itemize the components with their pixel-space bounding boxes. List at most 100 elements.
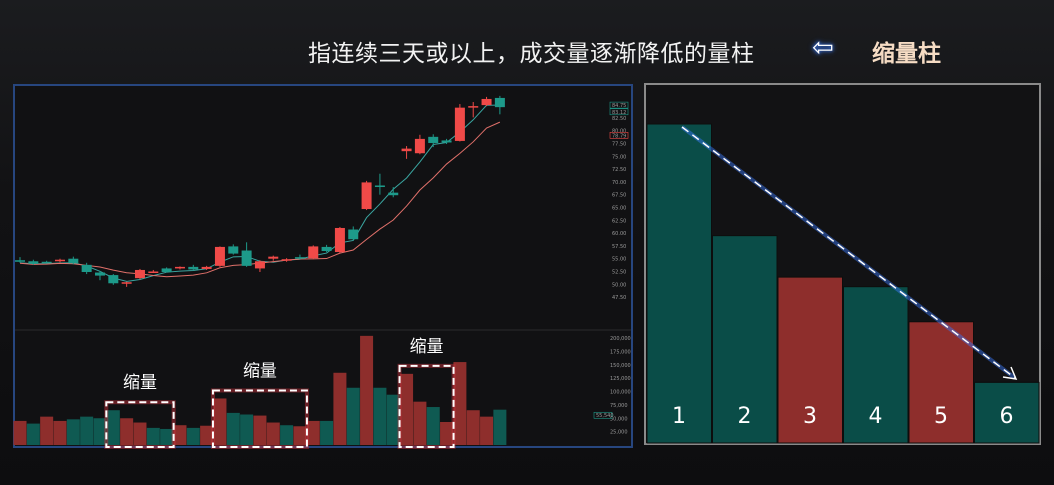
volume-bar xyxy=(186,427,200,445)
volume-bar xyxy=(400,373,414,445)
volume-bar xyxy=(453,362,467,445)
volume-bar xyxy=(26,423,40,445)
candle-body xyxy=(321,246,332,252)
price-tick-label: 67.50 xyxy=(612,193,626,199)
bar-number-label: 4 xyxy=(869,404,883,429)
volume-bar xyxy=(80,416,94,445)
candle-body xyxy=(28,261,39,264)
candle-body xyxy=(454,107,465,141)
volume-bar-6 xyxy=(974,381,1040,444)
volume-bar xyxy=(373,387,387,445)
volume-tick-label: 175,000 xyxy=(610,349,631,355)
candle-body xyxy=(148,271,159,273)
last-price-readout-box xyxy=(609,108,629,116)
volume-bar xyxy=(53,420,67,445)
candle-body xyxy=(361,182,372,210)
candle-body xyxy=(108,275,119,284)
candle-body xyxy=(308,246,319,259)
volume-bar xyxy=(66,419,80,445)
annotation-box xyxy=(211,389,308,448)
bar-number-label: 6 xyxy=(1000,404,1014,429)
volume-bar xyxy=(493,409,507,445)
candle-body xyxy=(161,268,172,273)
volume-bar xyxy=(306,420,320,445)
annotation-label: 缩量 xyxy=(123,373,157,393)
volume-bar xyxy=(13,420,27,445)
price-tick-label: 75.00 xyxy=(612,154,626,160)
price-tick-label: 82.50 xyxy=(612,116,626,122)
candle-body xyxy=(294,257,305,259)
volume-bar xyxy=(200,425,214,445)
volume-bar xyxy=(226,412,240,445)
price-tick-label: 77.50 xyxy=(612,142,626,148)
candle-body xyxy=(121,282,132,284)
ma-slow-readout: 78.79 xyxy=(612,133,626,139)
price-tick-label: 50.00 xyxy=(612,282,626,288)
volume-bar xyxy=(120,418,134,445)
volume-bar xyxy=(440,421,454,445)
price-tick-label: 80.00 xyxy=(612,129,626,135)
volume-bar xyxy=(266,422,280,445)
bar-number-label: 3 xyxy=(803,404,817,429)
candle-body xyxy=(388,192,399,196)
volume-bar xyxy=(426,407,440,445)
price-tick-label: 55.00 xyxy=(612,257,626,263)
price-tick-label: 65.00 xyxy=(612,206,626,212)
annotation-box xyxy=(398,364,455,448)
volume-bar xyxy=(146,427,160,445)
volume-bar xyxy=(280,425,294,445)
candle-body xyxy=(54,259,65,262)
candle-body xyxy=(441,140,452,143)
trend-arrow-line xyxy=(681,126,1016,379)
candle-body xyxy=(81,264,92,273)
volume-tick-label: 200,000 xyxy=(610,336,631,342)
price-tick-label: 57.50 xyxy=(612,244,626,250)
ma-slow-readout-box xyxy=(609,132,629,139)
candle-body xyxy=(468,106,479,108)
candle-body xyxy=(188,266,199,270)
candle-body xyxy=(254,261,265,269)
price-tick-label: 60.00 xyxy=(612,231,626,237)
price-tick-label: 72.50 xyxy=(612,167,626,173)
volume-bar xyxy=(480,416,494,445)
volume-bar xyxy=(320,420,334,445)
candle-body xyxy=(281,259,292,261)
arrowhead-icon xyxy=(1002,366,1018,380)
bar-number-label: 2 xyxy=(738,404,752,429)
volume-bar xyxy=(106,410,120,445)
candle-body xyxy=(334,227,345,253)
volume-readout-box xyxy=(593,411,613,419)
candle-body xyxy=(268,256,279,259)
volume-bar xyxy=(333,372,347,445)
volume-tick-label: 100,000 xyxy=(610,390,631,396)
volume-bar-5 xyxy=(908,321,974,444)
ma-fast-readout-box xyxy=(609,101,629,109)
volume-bar xyxy=(413,401,427,445)
ma-fast-readout: 84.75 xyxy=(612,103,626,109)
candle-body xyxy=(241,250,252,266)
annotation-label: 缩量 xyxy=(410,337,444,357)
candle-body xyxy=(348,229,359,240)
volume-bar xyxy=(346,387,360,445)
volume-bar xyxy=(40,416,54,445)
price-tick-label: 70.00 xyxy=(612,180,626,186)
volume-tick-label: 75,000 xyxy=(610,403,628,409)
volume-bar xyxy=(253,415,267,445)
candle-body xyxy=(94,272,105,276)
volume-bar-4 xyxy=(843,286,909,444)
volume-bar xyxy=(160,428,174,445)
bar-number-label: 1 xyxy=(672,404,686,429)
candle-body xyxy=(201,266,212,269)
volume-bar xyxy=(360,335,374,445)
volume-bar xyxy=(386,394,400,445)
term-text: 缩量柱 xyxy=(872,41,941,67)
volume-bar-1 xyxy=(646,123,712,444)
volume-bar xyxy=(466,410,480,445)
candle-body xyxy=(374,185,385,188)
bar-number-label: 5 xyxy=(934,404,948,429)
volume-bar xyxy=(93,418,107,445)
last-price-readout: 83.12 xyxy=(612,110,626,116)
volume-bar xyxy=(213,398,227,445)
price-tick-label: 52.50 xyxy=(612,270,626,276)
